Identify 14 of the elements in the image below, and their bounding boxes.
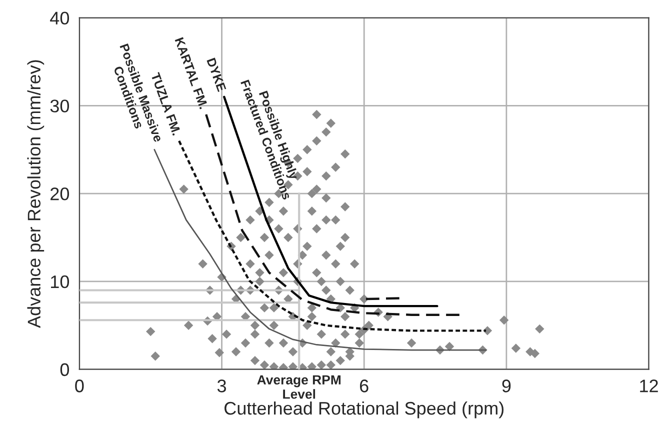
- y-axis-title: Advance per Revolution (mm/rev): [27, 60, 44, 328]
- x-tick-label: 12: [640, 380, 658, 392]
- x-tick-label: 3: [217, 380, 226, 392]
- x-tick-label: 6: [360, 380, 368, 392]
- annotation: Average RPM Level: [257, 375, 341, 399]
- y-tick-label: 0: [60, 363, 70, 376]
- y-tick-label: 10: [51, 275, 70, 288]
- annotation: DYKE: [206, 58, 226, 92]
- x-tick-label: 0: [75, 380, 84, 392]
- y-tick-label: 20: [50, 188, 70, 200]
- x-tick-label: 9: [502, 380, 511, 392]
- y-tick-label: 40: [50, 12, 70, 25]
- x-axis-title: Cutterhead Rotational Speed (rpm): [224, 401, 504, 418]
- y-tick-label: 30: [50, 100, 70, 112]
